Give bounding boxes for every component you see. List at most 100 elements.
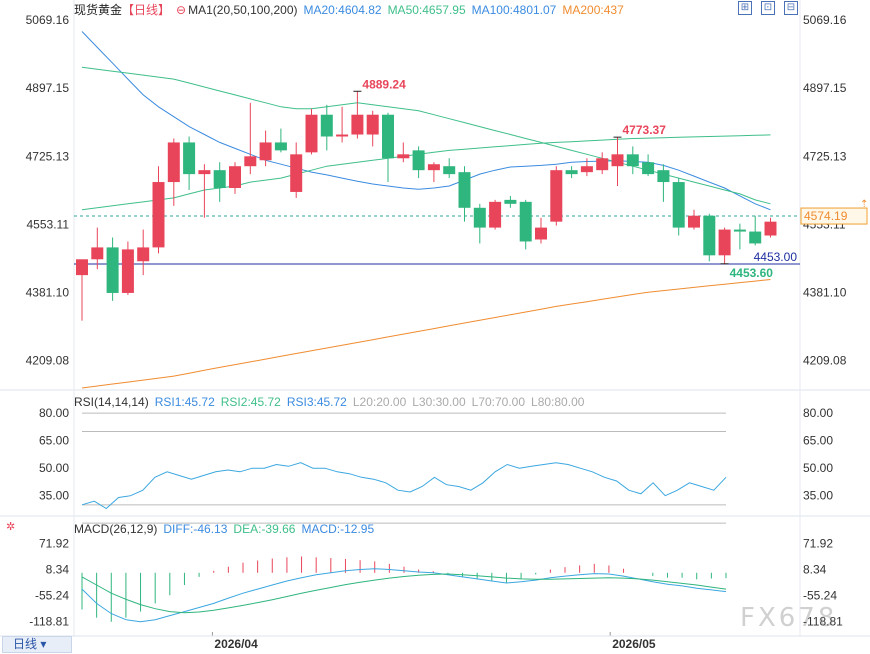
candle-body [320,114,333,137]
macd-dea-line [81,573,727,614]
macd-tick-left: 8.34 [46,562,70,576]
candle-body [672,182,685,228]
timeframe-button[interactable]: 日线 ▾ [2,636,72,653]
candle-body [106,247,119,293]
candle-body [749,231,762,244]
macd-tick-left: -55.24 [35,588,69,602]
candle-body [703,215,716,256]
support-line-label: 4453.00 [754,250,798,264]
candle-body [229,166,241,188]
price-tick-left: 4381.10 [26,286,70,300]
candle-body [565,170,578,175]
rsi3-value: RSI3:45.72 [286,395,347,409]
price-tick-right: 4381.10 [803,286,847,300]
candle-body [504,199,517,204]
rsi-l30-value: L30:30.00 [412,395,466,409]
rsi-tick-left: 80.00 [39,406,69,420]
candle-body [458,172,471,208]
macd-dea-value: DEA:-39.66 [233,522,296,536]
current-price-box [800,207,868,225]
candle-body [198,170,211,175]
macd-tick-right: 8.34 [803,562,827,576]
candle-body [519,201,532,242]
price-tick-right: 4897.15 [803,81,847,95]
settings-gear-icon[interactable]: ⊖ [176,3,187,17]
candle-body [473,207,486,228]
candle-body [733,229,746,232]
rsi-params-label: RSI(14,14,14) [74,395,149,409]
main-header: 现货黄金【日线】 ⊖ MA1(20,50,100,200) MA20:4604.82 M… [74,2,630,18]
candle-body [427,164,440,171]
candle-body [550,170,563,222]
candle-body [213,170,226,188]
ma100-value: MA100:4801.07 [471,3,557,17]
rsi2-value: RSI2:45.72 [220,395,281,409]
price-tick-left: 4725.13 [26,149,70,163]
ma200-value: MA200:437 [562,3,624,17]
macd-settings-icon[interactable]: ✲ [6,521,16,533]
macd-tick-left: 71.92 [39,536,69,550]
rsi-tick-left: 50.00 [39,461,69,475]
candle-body [290,154,303,192]
candle-body [121,249,134,293]
zoom-out-icon[interactable]: ⊟ [784,1,798,15]
candle-body [91,247,104,260]
candle-body [274,142,287,151]
rsi-line [81,462,727,510]
candle-body [764,221,777,236]
macd-tick-right: 71.92 [803,536,833,550]
macd-macd-value: MACD:-12.95 [301,522,375,536]
candle-body [626,154,639,167]
rsi1-value: RSI1:45.72 [154,395,215,409]
candle-body [489,201,502,228]
fullscreen-icon[interactable]: ⊞ [738,1,752,15]
macd-tick-right: -55.24 [803,588,837,602]
rsi-l20-value: L20:20.00 [352,395,407,409]
candle-body [443,166,456,175]
candle-body [183,142,196,175]
macd-tick-left: -118.81 [29,614,69,628]
current-price-label: 4574.19 [804,209,848,223]
candle-body [397,154,410,159]
macd-diff-value: DIFF:-46.13 [163,522,228,536]
candle-body [167,142,180,183]
candle-body [137,247,150,262]
timeframe-button-label: 日线 [13,637,38,651]
price-tick-left: 4209.08 [26,354,70,368]
rsi-l80-value: L80:80.00 [531,395,585,409]
ma-line-ma50 [81,66,771,205]
candle-body [535,227,547,240]
price-annotation: 4453.60 [730,266,774,280]
ma-line-ma20 [81,31,771,211]
candle-body [152,182,165,248]
timeframe-label: 【日线】 [122,3,171,17]
macd-tick-right: -118.81 [803,614,843,628]
zoom-in-icon[interactable]: ⊡ [761,1,775,15]
ma50-value: MA50:4657.95 [387,3,466,17]
candle-body [351,114,364,135]
watermark-text: FX678 [740,603,838,633]
candle-body [305,114,318,153]
candle-body [657,170,670,183]
rsi-l70-value: L70:70.00 [471,395,526,409]
rsi-tick-left: 65.00 [39,434,69,448]
candle-body [336,134,349,137]
candle-body [366,114,379,135]
rsi-tick-right: 80.00 [803,406,833,420]
macd-params-label: MACD(26,12,9) [74,522,158,536]
price-tick-right: 5069.16 [803,13,847,27]
ma20-value: MA20:4604.82 [303,3,382,17]
price-annotation: 4773.37 [623,123,667,137]
x-axis-label: 2026/04 [214,637,258,651]
rsi-tick-left: 35.00 [39,489,69,503]
expand-icon: ⇡ [860,199,868,210]
candle-body [596,158,609,171]
candle-body [718,229,731,256]
ma-params-label: MA1(20,50,100,200) [188,3,298,17]
rsi-tick-right: 35.00 [803,489,833,503]
candle-body [259,142,272,161]
candle-body [382,114,394,159]
macd-header: MACD(26,12,9) DIFF:-46.13 DEA:-39.66 MACD:-… [74,521,380,537]
symbol-name: 现货黄金 [74,3,123,17]
